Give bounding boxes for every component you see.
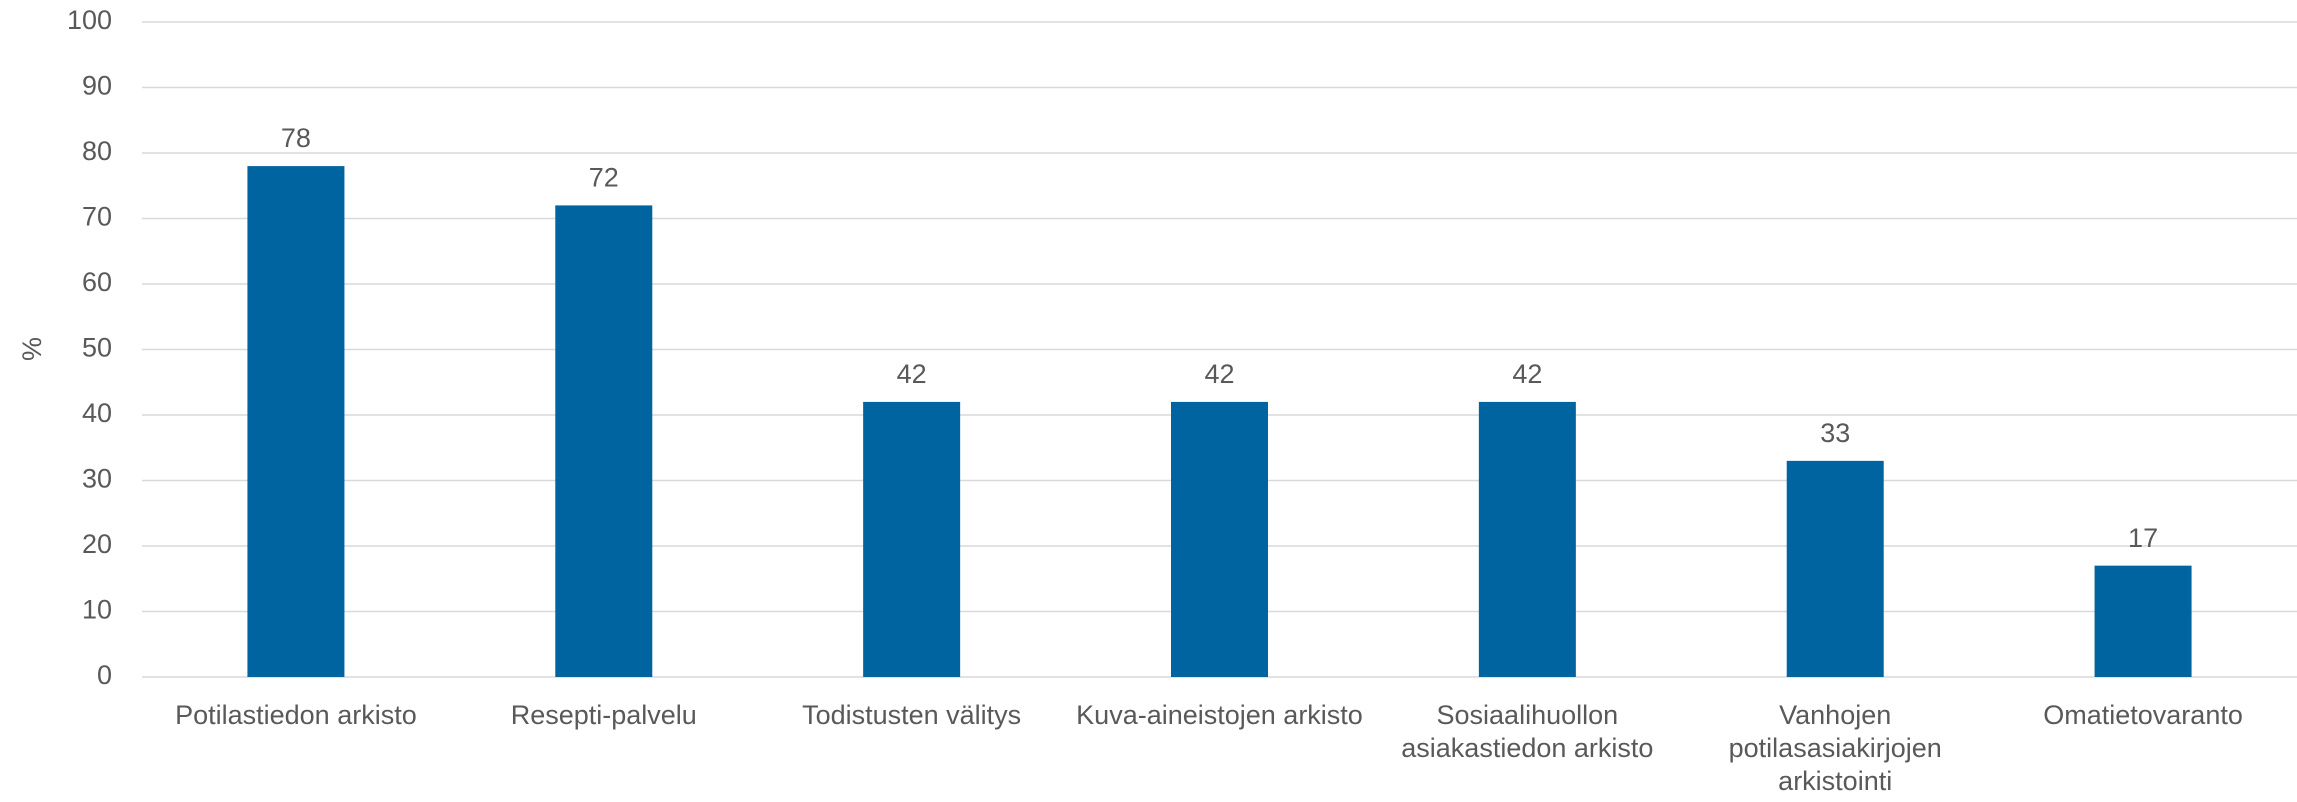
bar [555,205,653,677]
data-label: 42 [1204,359,1234,389]
y-tick-label: 30 [82,464,112,494]
bar [247,166,345,677]
data-label: 17 [2128,523,2158,553]
data-label: 33 [1820,418,1850,448]
data-label: 72 [589,163,619,193]
y-tick-label: 100 [67,5,112,35]
y-tick-label: 70 [82,202,112,232]
y-tick-label: 20 [82,529,112,559]
bar [2094,565,2192,677]
y-tick-label: 60 [82,267,112,297]
bar [863,401,961,677]
data-label: 78 [281,123,311,153]
x-tick-label: Sosiaalihuollon asiakastiedon arkisto [1401,700,1654,763]
bar [1171,401,1268,677]
y-tick-label: 0 [97,660,112,690]
data-label: 42 [1512,359,1542,389]
bar [1786,460,1884,677]
x-tick-label: Kuva-aineistojen arkisto [1076,700,1363,730]
x-tick-label: Potilastiedon arkisto [175,700,417,730]
y-tick-label: 80 [82,136,112,166]
x-tick-label: Vanhojen potilasasiakirjojen arkistointi [1728,700,1942,796]
y-tick-label: 40 [82,398,112,428]
y-tick-label: 10 [82,595,112,625]
x-tick-label: Todistusten välitys [802,700,1022,730]
x-tick-label: Omatietovaranto [2043,700,2243,730]
x-tick-label: Resepti-palvelu [510,700,697,730]
bar [1478,401,1576,677]
data-label: 42 [897,359,927,389]
y-tick-label: 50 [82,333,112,363]
y-axis-label: % [17,337,47,361]
y-tick-label: 90 [82,71,112,101]
